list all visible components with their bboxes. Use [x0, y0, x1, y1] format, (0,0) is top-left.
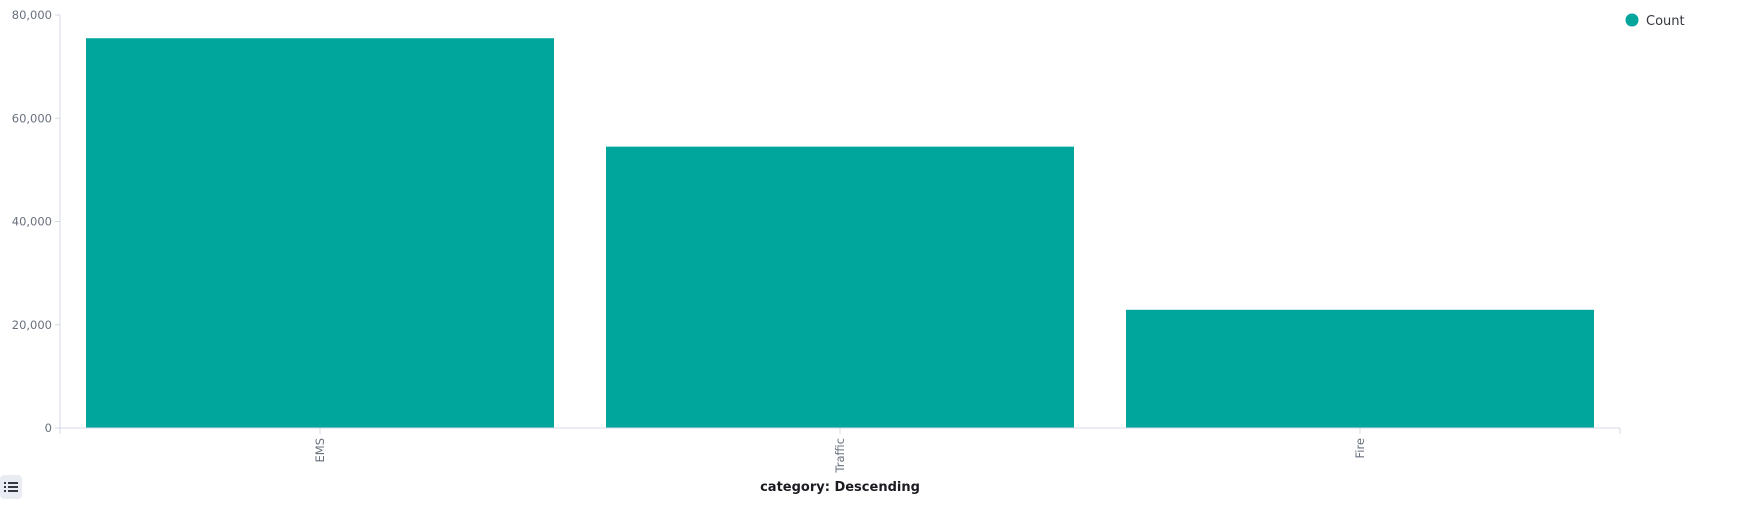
bar-ems[interactable] — [86, 38, 554, 428]
y-tick-label: 40,000 — [12, 215, 52, 229]
legend: Count — [1626, 14, 1685, 30]
x-tick-label: Fire — [1353, 438, 1367, 459]
y-tick-label: 60,000 — [12, 111, 52, 125]
y-axis: 0 20,000 40,000 60,000 80,000 — [12, 8, 60, 435]
y-tick-label: 20,000 — [12, 318, 52, 332]
x-axis-title: category: Descending — [760, 480, 920, 495]
bar-fire[interactable] — [1126, 310, 1594, 428]
x-tick-label: Traffic — [833, 438, 847, 474]
legend-swatch — [1626, 14, 1639, 27]
legend-toggle-button[interactable] — [0, 475, 22, 499]
x-tick-label: EMS — [313, 438, 327, 463]
x-axis: EMS Traffic Fire — [60, 428, 1620, 474]
list-icon — [4, 481, 18, 493]
y-tick-label: 0 — [45, 421, 52, 435]
bar-traffic[interactable] — [606, 147, 1074, 428]
bars-group — [86, 38, 1594, 428]
legend-item-count[interactable]: Count — [1626, 14, 1685, 30]
legend-label: Count — [1646, 14, 1685, 29]
y-tick-label: 80,000 — [12, 8, 52, 22]
